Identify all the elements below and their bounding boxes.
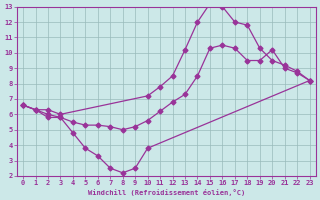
X-axis label: Windchill (Refroidissement éolien,°C): Windchill (Refroidissement éolien,°C): [88, 189, 245, 196]
